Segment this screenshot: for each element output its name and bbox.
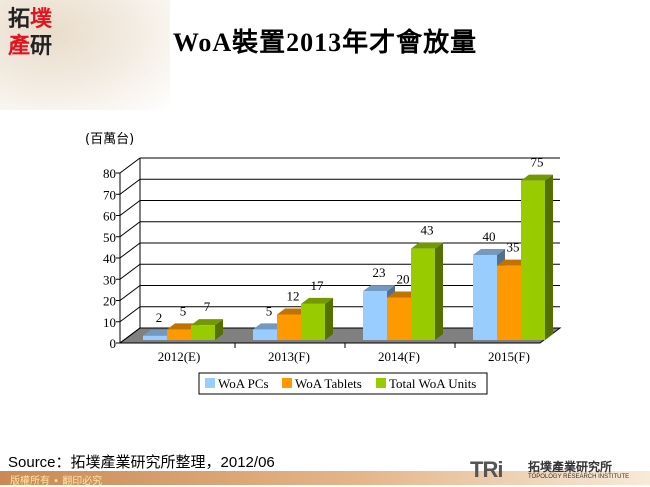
x-tick-label: 2012(E) — [158, 349, 201, 364]
bar-side — [545, 174, 553, 340]
data-label: 5 — [180, 303, 187, 318]
bar — [253, 329, 277, 340]
gridline-side — [119, 242, 141, 259]
bar-chart: 0 10 20 30 40 50 60 70 80 (百萬台) 2012(E) 2 5 7 2013(F) 5… — [85, 132, 562, 395]
bar — [191, 325, 215, 340]
y-tick-label: 60 — [103, 209, 116, 224]
gridline-side — [119, 178, 141, 195]
bar-side — [215, 319, 223, 340]
logo-char: 墣 — [30, 7, 53, 32]
bar — [301, 303, 325, 340]
tri-name-en: TOPOLOGY RESEARCH INSTITUTE — [528, 474, 630, 480]
copyright-text: 版權所有 • 翻印必究 — [10, 476, 103, 487]
bar-top — [363, 285, 395, 292]
gridline-side — [119, 327, 141, 344]
y-unit-label: (百萬台) — [85, 132, 134, 147]
bar-top — [191, 319, 223, 326]
legend-swatch — [205, 378, 215, 388]
bar-top — [411, 242, 443, 249]
bar — [521, 180, 545, 340]
legend-swatch — [282, 378, 292, 388]
bar — [411, 248, 435, 340]
legend-box — [198, 372, 488, 395]
y-tick-label: 50 — [103, 230, 116, 245]
y-tick-label: 30 — [103, 272, 116, 287]
data-label: 20 — [397, 272, 410, 287]
gridline-side — [119, 157, 141, 174]
bar — [143, 335, 167, 340]
bar-side — [325, 297, 333, 340]
x-tick-label: 2014(F) — [378, 349, 420, 364]
logo-char: 研 — [30, 34, 53, 59]
y-tick-label: 80 — [103, 166, 116, 181]
data-label: 2 — [156, 310, 163, 325]
data-label: 23 — [373, 265, 386, 280]
bar — [473, 255, 497, 340]
x-tick-label: 2013(F) — [268, 349, 310, 364]
x-tick-label: 2015(F) — [488, 349, 530, 364]
bar — [363, 291, 387, 340]
data-label: 5 — [266, 303, 273, 318]
data-label: 40 — [483, 229, 496, 244]
y-tick-label: 10 — [103, 315, 116, 330]
legend-label: WoA Tablets — [295, 376, 362, 391]
bar — [167, 329, 191, 340]
bar-top — [521, 174, 553, 181]
gridline-side — [119, 306, 141, 323]
logo-char: 拓 — [8, 7, 31, 32]
data-label: 43 — [421, 223, 434, 238]
logo-char: 產 — [8, 34, 31, 59]
bar — [497, 265, 521, 340]
data-label: 75 — [531, 155, 544, 170]
gridline-side — [119, 263, 141, 280]
page-title: WoA裝置2013年才會放量 — [172, 28, 478, 57]
data-label: 7 — [204, 299, 211, 314]
bar-top — [301, 297, 333, 304]
data-label: 17 — [311, 278, 325, 293]
bar-side — [435, 242, 443, 340]
y-tick-label: 40 — [103, 251, 116, 266]
bar-top — [473, 249, 505, 255]
gridline-side — [119, 285, 141, 301]
y-tick-label: 0 — [110, 336, 117, 351]
background-map — [0, 0, 170, 110]
tri-footer-logo: TRi — [470, 457, 503, 482]
bar — [387, 297, 411, 340]
source-note: Source：拓墣產業研究所整理，2012/06 — [8, 454, 275, 471]
legend-swatch — [376, 378, 386, 388]
tri-logo: 拓墣 產研 — [8, 6, 60, 64]
gridline-side — [119, 221, 141, 238]
y-tick-label: 20 — [103, 294, 116, 309]
footer-bar — [0, 471, 650, 485]
data-label: 12 — [287, 289, 300, 304]
legend: WoA PCs WoA Tablets Total WoA Units — [198, 372, 488, 395]
bar — [277, 314, 301, 340]
tri-name-cn: 拓墣產業研究所 — [528, 460, 613, 474]
y-tick-label: 70 — [103, 187, 116, 202]
legend-label: WoA PCs — [218, 376, 269, 391]
data-label: 35 — [507, 240, 520, 255]
gridline-side — [119, 200, 141, 216]
legend-label: Total WoA Units — [389, 376, 476, 391]
